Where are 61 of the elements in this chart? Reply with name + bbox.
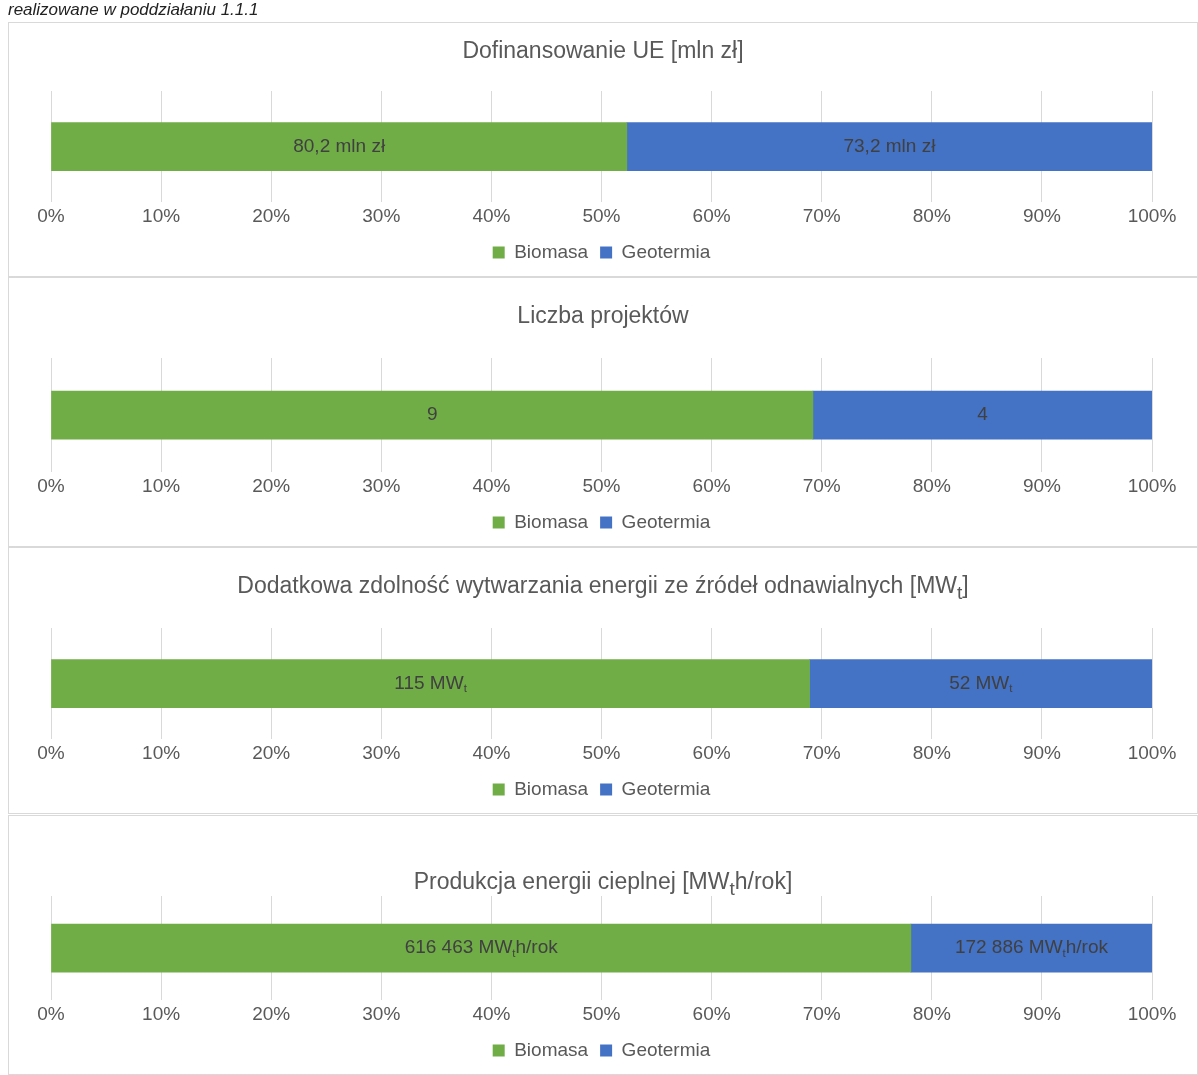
x-tick-label: 10% xyxy=(142,204,181,226)
x-tick-label: 90% xyxy=(1022,741,1062,763)
x-tick-label: 40% xyxy=(472,204,511,226)
annotation: 9 xyxy=(426,403,438,425)
chart-title: Dofinansowanie UE [mln zł] xyxy=(461,37,745,64)
x-tick-label: 90% xyxy=(1022,474,1062,496)
legend-label: Geotermia xyxy=(621,510,711,532)
annotation: 80,2 mln zł xyxy=(293,134,386,156)
x-tick-label: 30% xyxy=(362,1002,401,1024)
x-tick-label: 20% xyxy=(252,474,291,496)
x-tick-label: 20% xyxy=(252,1002,291,1024)
x-tick-label: 50% xyxy=(582,474,621,496)
legend-label: Geotermia xyxy=(621,777,711,799)
x-tick-label: 0% xyxy=(37,474,65,496)
legend-label: Biomasa xyxy=(514,777,589,799)
legend-label: Biomasa xyxy=(514,1038,589,1060)
x-tick-label: 50% xyxy=(582,1002,621,1024)
x-tick-label: 60% xyxy=(692,474,731,496)
x-tick-label: 90% xyxy=(1022,204,1062,226)
x-tick-label: 30% xyxy=(362,204,401,226)
x-tick-label: 100% xyxy=(1127,1002,1177,1024)
x-tick-label: 50% xyxy=(582,741,621,763)
x-tick-label: 100% xyxy=(1127,474,1177,496)
x-tick-label: 30% xyxy=(362,474,401,496)
x-tick-label: 70% xyxy=(802,474,841,496)
x-tick-label: 20% xyxy=(252,204,291,226)
legend-label: Geotermia xyxy=(621,240,711,262)
x-tick-label: 20% xyxy=(252,741,291,763)
x-tick-label: 100% xyxy=(1127,204,1177,226)
x-tick-label: 40% xyxy=(472,741,511,763)
legend-label: Biomasa xyxy=(514,510,589,532)
x-tick-label: 10% xyxy=(142,474,181,496)
x-tick-label: 60% xyxy=(692,204,731,226)
legend-label: Geotermia xyxy=(621,1038,711,1060)
x-tick-label: 70% xyxy=(802,741,841,763)
chart-title: Liczba projektów xyxy=(516,302,690,329)
x-tick-label: 80% xyxy=(912,1002,951,1024)
x-tick-label: 10% xyxy=(142,741,181,763)
x-tick-label: 10% xyxy=(142,1002,181,1024)
x-tick-label: 70% xyxy=(802,1002,841,1024)
text: realizowane w poddziałaniu 1.1.1 xyxy=(8,0,259,20)
chart-title: Produkcja energii cieplnej [MW$_{t}$h/rok] xyxy=(412,868,794,900)
x-tick-label: 60% xyxy=(692,1002,731,1024)
x-tick-label: 50% xyxy=(582,204,621,226)
x-tick-label: 0% xyxy=(37,204,65,226)
chart-title: Dodatkowa zdolność wytwarzania energii ze źródeł odnawialnych [MW$_{t}$] xyxy=(236,572,970,604)
x-tick-label: 70% xyxy=(802,204,841,226)
x-tick-label: 80% xyxy=(912,474,951,496)
annotation: 73,2 mln zł xyxy=(843,134,937,156)
x-tick-label: 40% xyxy=(472,474,511,496)
annotation: 4 xyxy=(977,403,989,425)
x-tick-label: 90% xyxy=(1022,1002,1062,1024)
x-tick-label: 80% xyxy=(912,204,951,226)
x-tick-label: 60% xyxy=(692,741,731,763)
x-tick-label: 30% xyxy=(362,741,401,763)
x-tick-label: 0% xyxy=(37,741,65,763)
x-tick-label: 0% xyxy=(37,1002,65,1024)
x-tick-label: 100% xyxy=(1127,741,1177,763)
x-tick-label: 40% xyxy=(472,1002,511,1024)
legend-label: Biomasa xyxy=(514,240,589,262)
x-tick-label: 80% xyxy=(912,741,951,763)
